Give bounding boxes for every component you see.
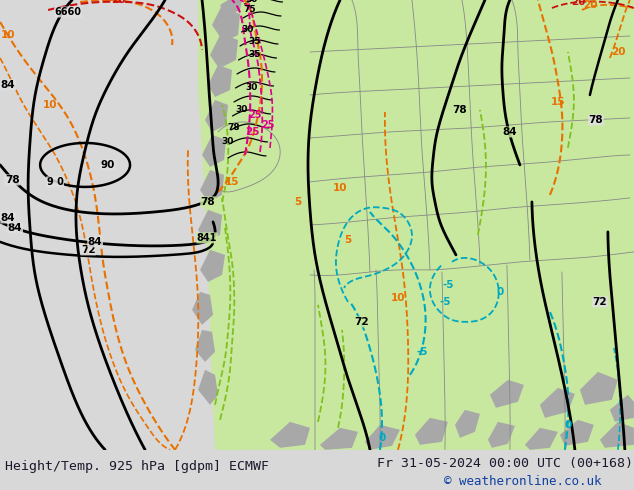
Text: 84: 84 (1, 80, 15, 90)
Text: 25: 25 (249, 110, 262, 120)
Text: -5: -5 (439, 297, 451, 307)
Polygon shape (212, 5, 236, 37)
Text: 78: 78 (453, 105, 467, 115)
Polygon shape (580, 372, 618, 405)
Polygon shape (415, 418, 448, 445)
Polygon shape (218, 10, 240, 42)
Text: 0: 0 (378, 433, 385, 443)
Polygon shape (525, 428, 558, 450)
Text: © weatheronline.co.uk: © weatheronline.co.uk (444, 475, 601, 488)
Polygon shape (200, 170, 224, 202)
Text: 84: 84 (8, 223, 22, 233)
Text: 30: 30 (246, 0, 258, 4)
Polygon shape (490, 380, 524, 408)
Polygon shape (202, 135, 226, 167)
Polygon shape (540, 388, 575, 418)
Text: 72: 72 (354, 317, 369, 327)
Text: 78: 78 (588, 115, 603, 125)
Text: 78: 78 (5, 175, 20, 185)
Text: 10: 10 (391, 293, 405, 303)
Polygon shape (320, 428, 358, 450)
Polygon shape (455, 410, 480, 438)
Polygon shape (365, 425, 400, 450)
Polygon shape (210, 35, 234, 67)
Text: 20: 20 (111, 0, 126, 5)
Text: 78: 78 (201, 197, 216, 207)
Polygon shape (198, 210, 222, 242)
Text: 10: 10 (43, 100, 57, 110)
Text: -5: -5 (416, 347, 428, 357)
Text: 0: 0 (564, 420, 571, 430)
Text: 78: 78 (228, 123, 240, 132)
Polygon shape (212, 0, 634, 450)
Polygon shape (560, 420, 594, 446)
Text: Fr 31-05-2024 00:00 UTC (00+168): Fr 31-05-2024 00:00 UTC (00+168) (377, 457, 633, 469)
Text: 84: 84 (1, 213, 15, 223)
Text: Height/Temp. 925 hPa [gdpm] ECMWF: Height/Temp. 925 hPa [gdpm] ECMWF (5, 460, 269, 473)
Text: 30: 30 (236, 105, 249, 115)
Text: 20: 20 (583, 0, 597, 10)
Text: 20: 20 (571, 0, 585, 7)
Text: 10: 10 (333, 183, 347, 193)
Text: 9 0: 9 0 (47, 177, 63, 187)
Text: 5: 5 (294, 197, 302, 207)
Polygon shape (198, 370, 218, 405)
Text: 20: 20 (108, 0, 122, 3)
Text: 10: 10 (1, 30, 15, 40)
Text: 84: 84 (503, 127, 517, 137)
Text: 30: 30 (222, 137, 234, 147)
Polygon shape (192, 292, 213, 325)
Text: 20: 20 (611, 47, 625, 57)
Text: 35: 35 (249, 50, 261, 59)
Text: -5: -5 (442, 280, 454, 290)
Polygon shape (270, 422, 310, 448)
Text: 25: 25 (245, 127, 259, 137)
Polygon shape (220, 0, 242, 17)
Polygon shape (195, 330, 215, 362)
Polygon shape (610, 395, 634, 422)
Polygon shape (198, 0, 240, 450)
Text: 72: 72 (81, 245, 95, 255)
Text: 15: 15 (551, 97, 565, 107)
Polygon shape (208, 65, 232, 97)
Text: 30: 30 (242, 25, 254, 34)
Text: 0: 0 (496, 287, 503, 297)
Polygon shape (215, 35, 238, 67)
Text: 6660: 6660 (55, 7, 82, 17)
Polygon shape (600, 422, 634, 448)
Text: 75: 75 (243, 5, 256, 15)
Polygon shape (488, 422, 515, 448)
Text: 72: 72 (593, 297, 607, 307)
Text: 90: 90 (101, 160, 115, 170)
Polygon shape (205, 100, 228, 132)
Text: 84: 84 (87, 237, 103, 247)
Text: 841: 841 (197, 233, 217, 243)
Text: 5: 5 (344, 235, 352, 245)
Text: 25: 25 (261, 120, 275, 130)
Text: 35: 35 (249, 37, 261, 47)
Text: 30: 30 (246, 83, 258, 93)
Polygon shape (200, 250, 225, 282)
Text: 15: 15 (225, 177, 239, 187)
